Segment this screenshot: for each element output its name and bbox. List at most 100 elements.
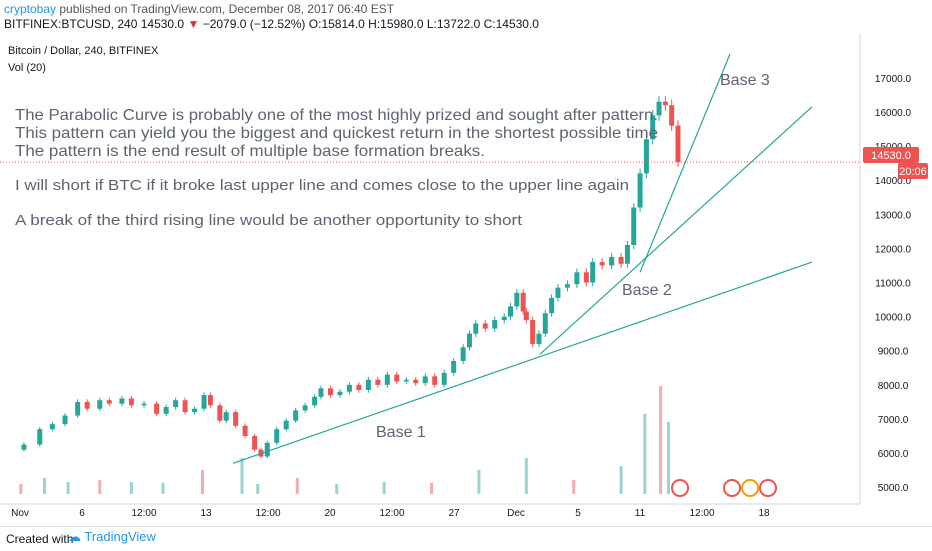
- candle-body: [119, 398, 125, 404]
- candle-body: [264, 442, 270, 457]
- candle-body: [154, 403, 160, 414]
- economic-event-icon[interactable]: [741, 479, 759, 497]
- candle-body: [141, 403, 147, 406]
- base-1-trend-line: [232, 261, 813, 464]
- candle-body: [422, 376, 428, 384]
- volume-bar: [643, 414, 647, 494]
- base-2-trend-line: [539, 106, 813, 355]
- price-tick-label: 8000.0: [878, 381, 909, 392]
- base-3-trend-line: [639, 53, 731, 273]
- price-chart[interactable]: 5000.0 6000.0 7000.0 8000.0 9000.0 10000.0 110…: [0, 34, 932, 526]
- candle-body: [283, 420, 289, 430]
- volume-bar: [619, 466, 623, 494]
- candle-body: [217, 405, 223, 421]
- price-tick-label: 17000.0: [875, 74, 912, 85]
- candle-body: [182, 400, 188, 413]
- volume-bars: [19, 386, 671, 494]
- candle-body: [508, 306, 514, 317]
- price-tick-label: 11000.0: [875, 279, 911, 290]
- candle-body: [536, 333, 542, 344]
- price-tick-label: 9000.0: [878, 347, 909, 358]
- price-tick-label: 5000.0: [878, 483, 909, 494]
- candle-body: [549, 297, 555, 314]
- candle-body: [312, 396, 318, 406]
- candle-body: [413, 379, 419, 384]
- candle-body: [75, 401, 81, 416]
- time-tick-label: 11: [635, 508, 646, 519]
- candle-body: [669, 105, 675, 126]
- candle-body: [460, 347, 466, 361]
- volume-bar: [161, 482, 165, 494]
- volume-bar: [659, 386, 663, 494]
- candle-body: [337, 391, 343, 396]
- candle-body: [356, 384, 362, 390]
- time-tick-label: 12:00: [255, 508, 280, 519]
- last-price: 14530.0: [140, 17, 185, 31]
- chart-title: Bitcoin / Dollar, 240, BITFINEX: [8, 45, 159, 57]
- candle-body: [318, 388, 324, 397]
- trend-lines[interactable]: [232, 53, 813, 464]
- volume-bar: [129, 482, 133, 494]
- volume-bar: [430, 482, 434, 494]
- economic-event-icon[interactable]: [671, 479, 689, 497]
- economic-event-icon[interactable]: [759, 479, 777, 497]
- candle-body: [618, 256, 624, 264]
- base-2-label: Base 2: [622, 282, 672, 299]
- candle-body: [394, 374, 400, 382]
- volume-bar: [382, 482, 386, 494]
- candle-body: [302, 405, 308, 411]
- candle-body: [192, 408, 198, 413]
- candle-body: [97, 400, 103, 409]
- candle-body: [656, 101, 662, 116]
- economic-event-icon[interactable]: [723, 479, 741, 497]
- candle-body: [201, 395, 207, 409]
- candle-body: [106, 400, 112, 404]
- time-tick-label: 27: [448, 508, 460, 519]
- author-link[interactable]: cryptobay: [4, 2, 57, 16]
- candle-body: [624, 245, 630, 264]
- time-axis[interactable]: Nov 6 12:00 13 12:00 20 12:00 27 Dec 5 11 12:00 18: [11, 508, 770, 519]
- tradingview-logo[interactable]: ☁ TradingView: [68, 529, 156, 545]
- candle-body: [432, 376, 438, 385]
- annotation-line-2: This pattern can yield you the biggest a…: [15, 125, 658, 142]
- candle-body: [84, 401, 90, 409]
- volume-bar: [42, 478, 46, 494]
- candle-body: [514, 292, 520, 307]
- time-tick-label: 12:00: [689, 508, 714, 519]
- price-tag-value: 14530.0: [871, 150, 911, 162]
- created-with-label: Created with: [6, 532, 74, 546]
- candle-body: [675, 125, 681, 163]
- symbol-info: BITFINEX:BTCUSD, 240 14530.0 ▼ −2079.0 (…: [4, 17, 539, 31]
- candle-body: [466, 333, 472, 348]
- candle-body: [274, 429, 280, 443]
- price-tick-label: 7000.0: [878, 415, 909, 426]
- footer: Created with ☁ TradingView: [0, 526, 932, 551]
- candle-body: [523, 311, 529, 321]
- publish-info: cryptobay published on TradingView.com, …: [4, 2, 394, 16]
- candle-body: [555, 287, 561, 298]
- candle-body: [564, 284, 570, 288]
- candle-body: [293, 410, 299, 421]
- candle-body: [631, 207, 637, 246]
- volume-indicator-label: Vol (20): [8, 62, 46, 74]
- volume-bar: [66, 482, 70, 494]
- price-tick-label: 10000.0: [875, 313, 912, 324]
- volume-bar: [240, 458, 244, 494]
- annotation-line-1: The Parabolic Curve is probably one of t…: [15, 107, 658, 124]
- candle-body: [233, 412, 239, 426]
- price-change: −2079.0 (−12.52%): [202, 17, 306, 31]
- candle-body: [242, 425, 248, 437]
- price-tick-label: 12000.0: [875, 244, 912, 255]
- candle-body: [207, 395, 213, 406]
- candle-body: [21, 444, 27, 450]
- volume-bar: [19, 484, 23, 494]
- volume-bar: [335, 484, 339, 494]
- candle-body: [637, 173, 643, 208]
- candle-body: [128, 398, 134, 406]
- volume-bar: [256, 484, 260, 494]
- annotation-text: The Parabolic Curve is probably one of t…: [15, 72, 770, 441]
- time-tick-label: 12:00: [379, 508, 404, 519]
- event-icons[interactable]: [671, 479, 777, 497]
- candle-body: [375, 379, 381, 385]
- volume-bar: [200, 470, 204, 494]
